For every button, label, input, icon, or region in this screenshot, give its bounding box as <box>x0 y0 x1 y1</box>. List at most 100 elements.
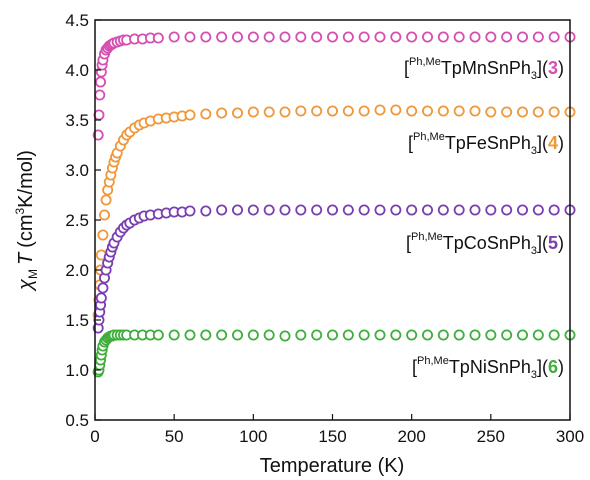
data-point-co <box>501 204 513 216</box>
data-point-mn <box>152 32 164 44</box>
data-point-fe <box>231 107 243 119</box>
label-close2: ) <box>558 58 564 78</box>
y-tick-label: 1.5 <box>65 311 89 330</box>
data-point-fe <box>263 106 275 118</box>
data-point-fe <box>97 229 109 241</box>
data-point-fe <box>437 105 449 117</box>
data-point-fe <box>390 104 402 116</box>
data-point-mn <box>501 31 513 43</box>
series-label-fe: [Ph,MeTpFeSnPh3](4) <box>408 131 564 157</box>
data-point-co <box>358 204 370 216</box>
data-point-fe <box>532 106 544 118</box>
data-point-ni <box>390 329 402 341</box>
x-tick-label: 0 <box>90 427 99 446</box>
label-sup: Ph,Me <box>417 355 449 367</box>
data-point-co <box>437 204 449 216</box>
x-tick-label: 50 <box>165 427 184 446</box>
data-point-mn <box>168 31 180 43</box>
label-sup: Ph,Me <box>411 231 443 243</box>
data-point-mn <box>532 31 544 43</box>
label-num: 5 <box>548 233 558 253</box>
data-point-fe <box>342 105 354 117</box>
series-ni <box>92 329 576 378</box>
data-point-fe <box>374 104 386 116</box>
data-point-mn <box>421 31 433 43</box>
data-point-mn <box>326 31 338 43</box>
data-point-ni <box>152 329 164 341</box>
data-point-mn <box>295 31 307 43</box>
data-point-ni <box>485 329 497 341</box>
data-point-ni <box>279 330 291 342</box>
label-open: [ <box>404 58 409 78</box>
data-point-co <box>295 204 307 216</box>
label-main: TpCoSnPh <box>443 233 531 253</box>
data-point-co <box>97 282 109 294</box>
data-point-co <box>326 204 338 216</box>
series-labels: [Ph,MeTpMnSnPh3](3)[Ph,MeTpFeSnPh3](4)[P… <box>404 56 564 381</box>
data-point-mn <box>548 31 560 43</box>
y-axis-title: χMT (cm3K/mol) <box>13 150 40 292</box>
data-point-ni <box>374 329 386 341</box>
y-axis-unit-superscript: 3 <box>13 208 27 215</box>
y-tick-label: 0.5 <box>65 411 89 430</box>
y-tick-label: 1.0 <box>65 361 89 380</box>
data-point-ni <box>295 329 307 341</box>
data-point-mn <box>311 31 323 43</box>
data-point-fe <box>295 105 307 117</box>
data-point-ni <box>437 329 449 341</box>
data-point-co <box>200 205 212 217</box>
data-point-fe <box>216 107 228 119</box>
data-point-fe <box>406 105 418 117</box>
label-num: 4 <box>548 133 558 153</box>
x-tick-label: 250 <box>477 427 505 446</box>
data-point-fe <box>517 106 529 118</box>
data-point-co <box>517 204 529 216</box>
data-point-co <box>390 204 402 216</box>
label-close1: ]( <box>537 233 548 253</box>
data-point-co <box>279 204 291 216</box>
plot-markers <box>92 31 576 378</box>
label-close1: ]( <box>537 357 548 377</box>
label-open: [ <box>412 357 417 377</box>
label-main: TpNiSnPh <box>449 357 531 377</box>
label-num: 3 <box>548 58 558 78</box>
data-point-fe <box>184 109 196 121</box>
label-open: [ <box>406 233 411 253</box>
data-point-mn <box>406 31 418 43</box>
label-main: TpFeSnPh <box>445 133 531 153</box>
data-point-mn <box>485 31 497 43</box>
x-tick-label: 100 <box>239 427 267 446</box>
label-num: 6 <box>548 357 558 377</box>
data-point-ni <box>532 329 544 341</box>
data-point-ni <box>200 329 212 341</box>
data-point-mn <box>184 31 196 43</box>
x-tick-label: 150 <box>318 427 346 446</box>
data-point-mn <box>279 31 291 43</box>
x-tick-label: 300 <box>556 427 584 446</box>
data-point-co <box>95 292 107 304</box>
label-sub: 3 <box>531 70 537 82</box>
label-sup: Ph,Me <box>409 56 441 68</box>
data-point-ni <box>406 329 418 341</box>
data-point-co <box>263 204 275 216</box>
data-point-mn <box>358 31 370 43</box>
data-point-fe <box>100 194 112 206</box>
y-tick-label: 3.0 <box>65 161 89 180</box>
data-point-fe <box>99 209 111 221</box>
data-point-ni <box>517 329 529 341</box>
data-point-fe <box>326 105 338 117</box>
data-point-fe <box>501 106 513 118</box>
y-tick-label: 2.0 <box>65 261 89 280</box>
data-point-co <box>374 204 386 216</box>
data-point-ni <box>184 329 196 341</box>
data-point-co <box>231 204 243 216</box>
label-sub: 3 <box>531 369 537 381</box>
data-point-ni <box>326 329 338 341</box>
data-point-fe <box>200 108 212 120</box>
data-point-ni <box>168 329 180 341</box>
data-point-fe <box>421 105 433 117</box>
data-point-mn <box>231 31 243 43</box>
series-label-mn: [Ph,MeTpMnSnPh3](3) <box>404 56 564 82</box>
data-point-mn <box>263 31 275 43</box>
